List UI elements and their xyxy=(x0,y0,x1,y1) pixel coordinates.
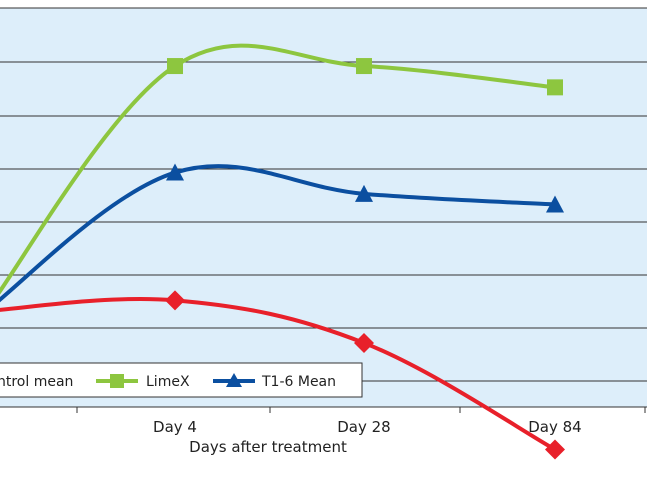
data-point-t1-6-mean xyxy=(546,195,564,213)
data-point-control-mean xyxy=(165,290,185,311)
data-point-control-mean xyxy=(545,439,565,460)
series-layer xyxy=(0,43,565,460)
x-axis-title: Days after treatment xyxy=(189,438,347,456)
legend-marker-t16 xyxy=(226,373,242,387)
data-point-limex xyxy=(547,79,563,96)
data-point-t1-6-mean xyxy=(355,184,373,202)
legend-marker-limex xyxy=(110,374,124,388)
legend: ntrol mean LimeX T1-6 Mean xyxy=(0,362,363,398)
x-tick-label: Day 28 xyxy=(337,418,390,436)
legend-label-limex: LimeX xyxy=(146,374,190,390)
data-point-limex xyxy=(167,58,183,75)
x-tick-label: Day 84 xyxy=(528,418,581,436)
data-point-t1-6-mean xyxy=(166,163,184,181)
data-point-limex xyxy=(356,58,372,75)
legend-label-control: ntrol mean xyxy=(0,374,73,390)
legend-label-t16: T1-6 Mean xyxy=(261,374,336,390)
series-line-limex xyxy=(0,43,556,295)
series-line-control-mean xyxy=(0,297,556,452)
data-point-control-mean xyxy=(354,332,374,353)
legend-box xyxy=(0,362,363,398)
x-tick-label: Day 4 xyxy=(153,418,197,436)
series-line-t1-6-mean xyxy=(0,164,556,303)
